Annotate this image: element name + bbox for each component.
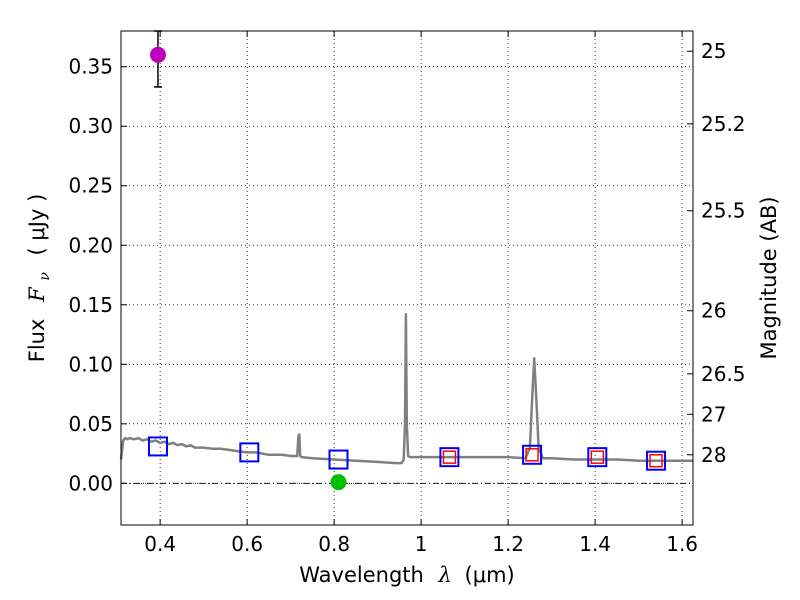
observed-photometry-square (525, 448, 539, 462)
y-axis-ticks: 0.00 0.05 0.10 0.15 0.20 0.25 0.30 0.35 (68, 55, 127, 495)
x-tick-label: 1.2 (492, 532, 524, 556)
y-tick-label: 0.20 (68, 233, 113, 257)
magnitude-tick-label: 27 (701, 402, 726, 426)
y-axis-label-symbol: F (25, 286, 49, 303)
detection-point (149, 46, 166, 63)
magnitude-tick-label: 26.5 (701, 362, 746, 386)
x-axis-label-unit: (μm) (465, 563, 515, 587)
model-photometry-square (587, 447, 608, 468)
y-tick-label: 0.00 (68, 471, 113, 495)
model-photometry-square (522, 444, 543, 465)
model-photometry-square (646, 450, 667, 471)
magnitude-tick-label: 26 (701, 299, 726, 323)
x-axis-label-symbol: λ (438, 563, 452, 587)
model-photometry-square (239, 442, 260, 463)
y-tick-label: 0.05 (68, 412, 113, 436)
y-tick-label: 0.15 (68, 293, 113, 317)
x-tick-label: 1 (415, 532, 428, 556)
x-tick-label: 0.8 (318, 532, 350, 556)
magnitude-tick-label: 25.2 (701, 112, 746, 136)
magnitude-axis-label: Magnitude (AB) (757, 196, 781, 359)
observed-photometry-square (649, 453, 663, 468)
series-layer (119, 30, 693, 491)
model-photometry-square (439, 447, 460, 468)
observed-photometry-square (590, 450, 605, 464)
model-photometry-square (147, 436, 168, 457)
y-axis-label-unit: ( μJy ) (25, 194, 49, 256)
x-axis-label-prefix: Wavelength (299, 563, 424, 587)
y-tick-label: 0.25 (68, 174, 113, 198)
x-axis-label: Wavelength λ (μm) (299, 563, 514, 587)
x-tick-label: 1.6 (666, 532, 698, 556)
x-axis-ticks: 0.4 0.6 0.8 1 1.2 1.4 1.6 (144, 31, 698, 556)
x-tick-label: 1.4 (579, 532, 611, 556)
magnitude-tick-label: 28 (701, 443, 726, 467)
plot-frame (120, 30, 694, 526)
y-tick-label: 0.10 (68, 352, 113, 376)
x-tick-label: 0.4 (144, 532, 176, 556)
magnitude-tick-label: 25 (701, 39, 726, 63)
magnitude-axis-ticks: 25 25.2 25.5 26 26.5 27 28 (687, 39, 746, 467)
observed-photometry-square (442, 450, 457, 464)
model-photometry-square (328, 449, 349, 470)
y-tick-label: 0.30 (68, 114, 113, 138)
y-axis-label: Flux F ν ( μJy ) (25, 194, 54, 363)
y-tick-label: 0.35 (68, 55, 113, 79)
magnitude-tick-label: 25.5 (701, 199, 746, 223)
y-axis-label-subscript: ν (37, 272, 53, 281)
upper-limit-point (330, 474, 347, 491)
x-tick-label: 0.6 (231, 532, 263, 556)
spectrum-line (119, 313, 693, 465)
y-axis-label-prefix: Flux (25, 319, 49, 363)
grid-layer (121, 31, 693, 525)
